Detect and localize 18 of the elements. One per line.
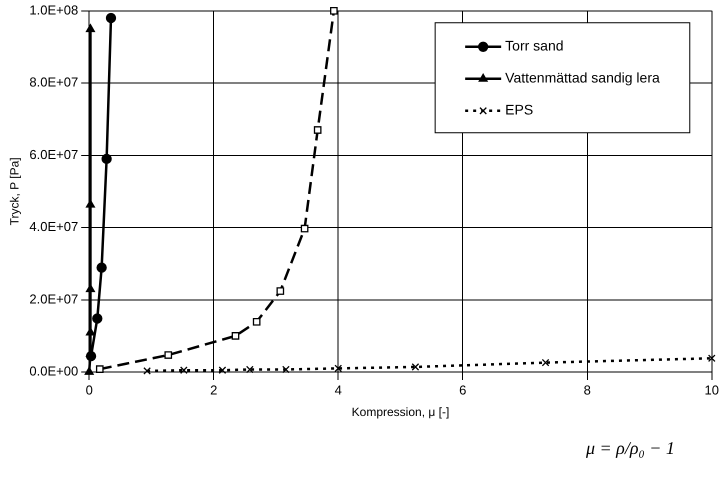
y-tick-label: 2.0E+07 xyxy=(29,291,78,306)
x-tick-label: 8 xyxy=(584,382,591,398)
y-axis-title: Tryck, P [Pa] xyxy=(8,157,22,226)
text: μ = ρ/ρ₀ − 1 xyxy=(586,438,675,459)
legend-label: Vattenmättad sandig lera xyxy=(505,70,660,86)
x-tick-label: 10 xyxy=(704,382,720,398)
x-tick-label: 0 xyxy=(86,382,93,398)
legend-label: EPS xyxy=(505,102,534,118)
x-axis-title: Kompression, μ [-] xyxy=(352,405,450,420)
x-tick-label: 2 xyxy=(210,382,218,398)
y-tick-label: 0.0E+00 xyxy=(29,364,78,379)
y-tick-label: 6.0E+07 xyxy=(29,146,78,162)
x-tick-label: 4 xyxy=(334,382,342,398)
y-tick-label: 8.0E+07 xyxy=(29,74,78,90)
y-tick-label: 1.0E+08 xyxy=(29,2,78,18)
x-tick-label: 6 xyxy=(459,382,466,398)
y-tick-label: 4.0E+07 xyxy=(29,219,78,234)
legend-label: Torr sand xyxy=(505,38,564,54)
